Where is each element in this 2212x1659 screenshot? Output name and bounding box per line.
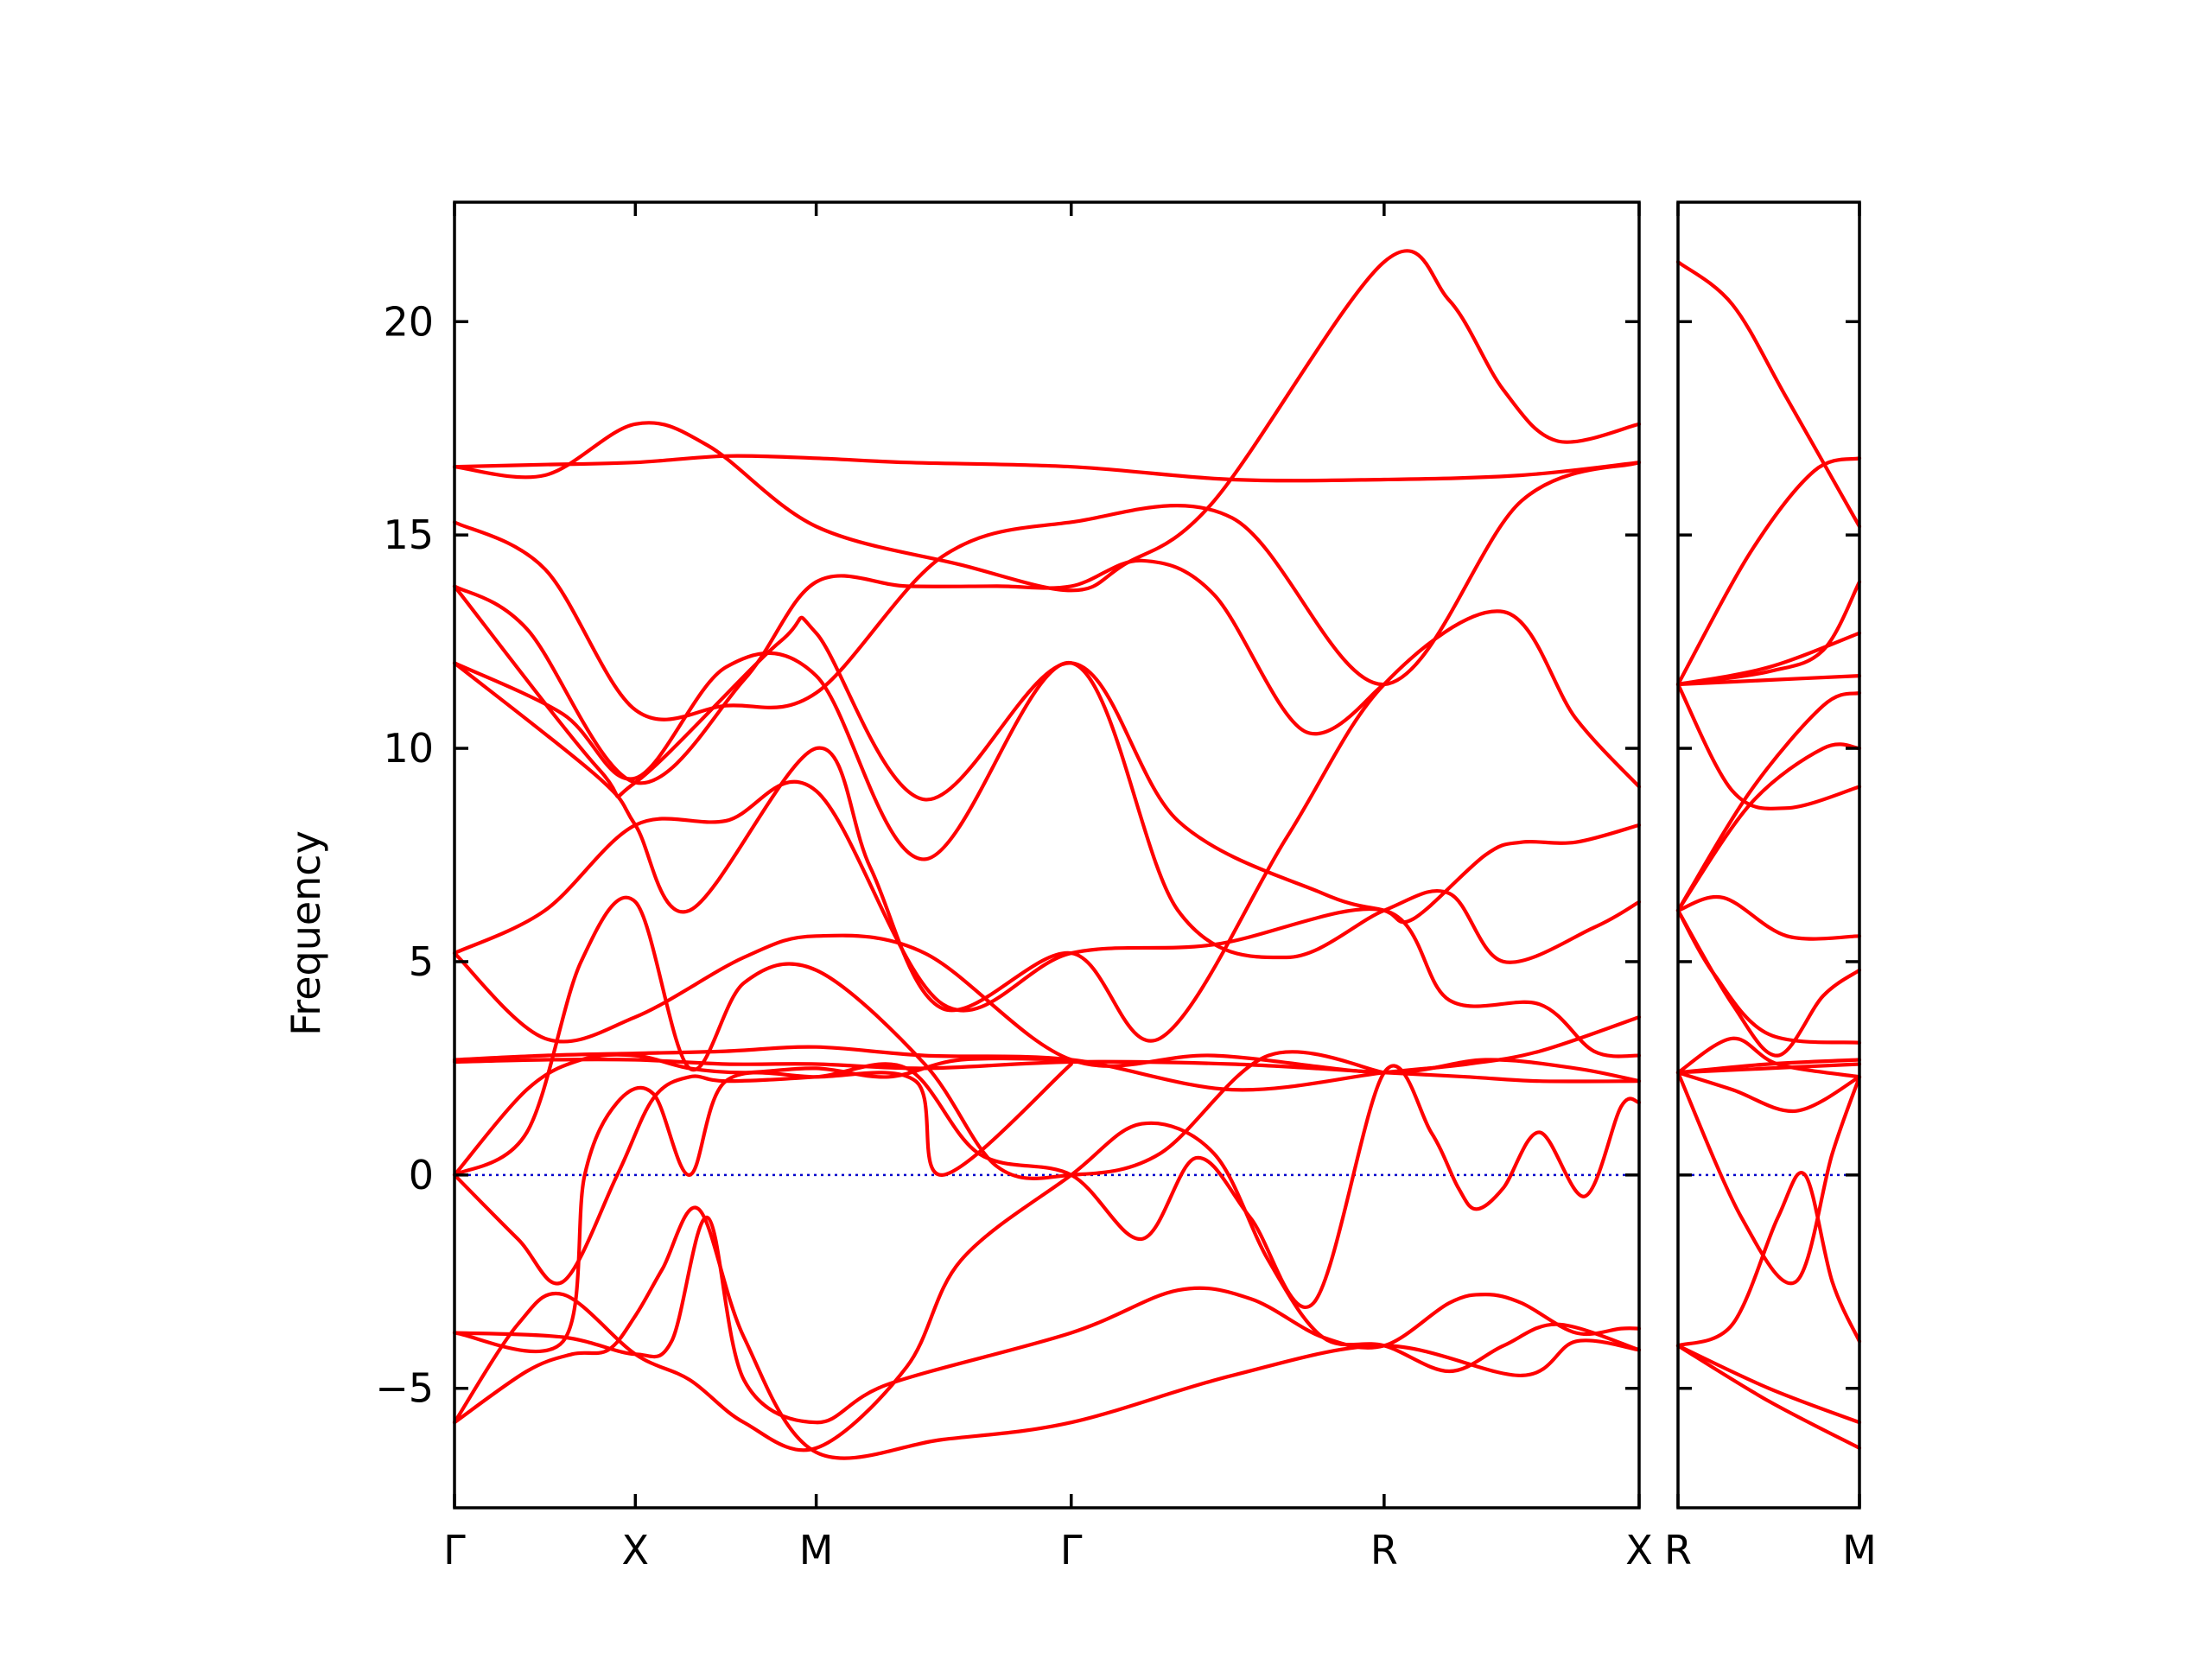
x-tick-label: X [1625, 1527, 1653, 1573]
panel-1-band-4 [452, 558, 1386, 785]
panel-1-band-16 [452, 1205, 1642, 1460]
x-tick-label: M [1842, 1527, 1877, 1573]
panel-1-band-9 [452, 933, 1642, 1084]
panel-1-band-14 [452, 1216, 1642, 1425]
panel-1-band-8 [452, 779, 1642, 1058]
panel-2-band-13 [1675, 1058, 1862, 1075]
panel-1-band-12 [452, 1052, 1073, 1177]
panel-1-band-13 [452, 1062, 1073, 1354]
panel-2-band-1 [1675, 260, 1862, 529]
panel-2-band-6 [1675, 682, 1862, 810]
panel-1-band-6 [452, 651, 1642, 964]
panel-1-band-18 [452, 895, 1386, 1180]
y-tick-label: −5 [375, 1365, 434, 1412]
panel-1-band-7 [452, 609, 1642, 1043]
panel-2-band-9 [1675, 894, 1862, 941]
panel-1-band-17 [452, 1062, 1642, 1309]
x-tick-label: X [622, 1527, 650, 1573]
panel-2-band-17 [1675, 1171, 1862, 1348]
panel-2-band-2 [1675, 456, 1862, 687]
x-tick-label: Γ [1060, 1527, 1083, 1573]
panel-2-band-5 [1675, 674, 1862, 687]
panel-1-band-3 [452, 461, 1642, 721]
panel-2-band-15 [1675, 1071, 1862, 1113]
panel-1-frame [453, 200, 1641, 1510]
y-axis-label: Frequency [283, 830, 329, 1036]
y-tick-label: 15 [383, 512, 434, 558]
panel-1-band-15 [452, 1121, 1642, 1452]
panel-1-band-11 [452, 1057, 1642, 1084]
panel-2-frame [1676, 200, 1861, 1510]
panel-2-band-18 [1675, 1344, 1862, 1425]
x-tick-label: M [799, 1527, 834, 1573]
panel-2-band-10 [1675, 908, 1862, 1045]
panel-2-band-8 [1675, 690, 1862, 912]
y-tick-label: 5 [409, 938, 434, 985]
panel-1: −5 0 5 10 15 20 Γ X M Γ R X [375, 200, 1653, 1573]
y-tick-label: 20 [383, 298, 434, 345]
x-tick-label: R [1664, 1527, 1692, 1573]
panel-1-band-5 [452, 584, 1642, 925]
panel-2-band-11 [1675, 908, 1862, 1058]
panel-2-band-4 [1675, 631, 1862, 687]
y-tick-label: 10 [383, 725, 434, 772]
panel-2-band-19 [1675, 1344, 1862, 1450]
x-tick-label: R [1370, 1527, 1398, 1573]
panel-1-band-1 [452, 454, 1642, 483]
panel-2-band-14 [1675, 1036, 1862, 1079]
panel-1-band-2 [452, 249, 1642, 593]
panel-1-band-10 [452, 1015, 1642, 1092]
y-tick-label: 0 [409, 1152, 434, 1198]
panel-2-band-16 [1675, 1071, 1862, 1286]
x-tick-label: Γ [443, 1527, 466, 1573]
